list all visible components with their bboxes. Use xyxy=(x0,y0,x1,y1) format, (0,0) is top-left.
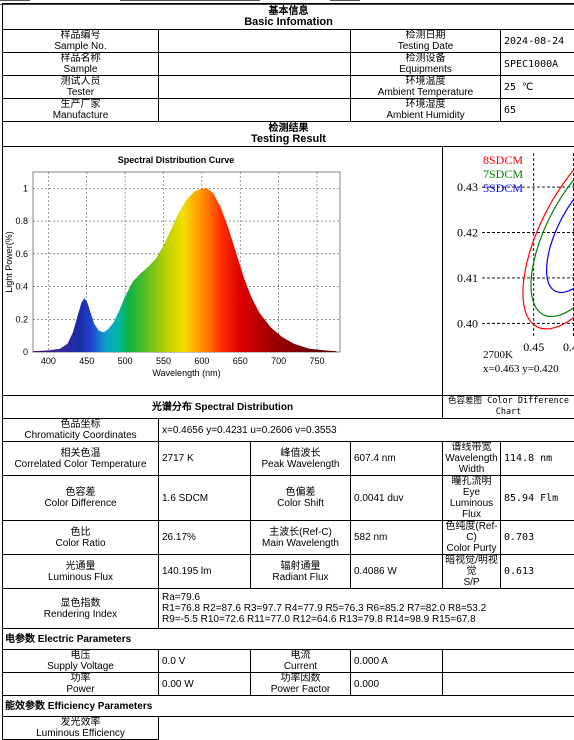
temperature-value: 25 ℃ xyxy=(501,76,574,99)
x-tick-label: 400 xyxy=(41,356,56,366)
y-tick-label: 0.8 xyxy=(15,216,28,226)
x-tick-label: 600 xyxy=(194,356,209,366)
x-tick-label: 700 xyxy=(271,356,286,366)
x-tick-label: 750 xyxy=(309,356,324,366)
electric-section-title: 电参数 Electric Parameters xyxy=(3,629,574,650)
spectral-caption: 光谱分布 Spectral Distribution xyxy=(3,396,443,419)
spectral-chart-cell: Spectral Distribution Curve 400 450 500 550 6… xyxy=(3,147,443,396)
spectral-chart-title: Spectral Distribution Curve xyxy=(118,155,235,165)
x-tick-label: 0.46 xyxy=(563,340,574,354)
y-tick-label: 0.40 xyxy=(457,316,478,330)
y-axis-label: Light Power(%) xyxy=(4,231,14,293)
y-tick-label: 0.43 xyxy=(457,180,478,194)
testing-date-value: 2024-08-24 xyxy=(501,30,574,53)
spectral-distribution-chart: Spectral Distribution Curve 400 450 500 550 6… xyxy=(3,147,349,395)
y-tick-label: 0.2 xyxy=(15,314,28,324)
color-difference-chart: 8SDCM7SDCM5SDCM0.400.410.420.430.450.460… xyxy=(443,147,574,395)
efficiency-section-title: 能效参数 Efficiency Parameters xyxy=(3,696,574,717)
y-tick-label: 0.42 xyxy=(457,226,478,240)
color-difference-chart-cell: 8SDCM7SDCM5SDCM0.400.410.420.430.450.460… xyxy=(443,147,574,396)
legend-item: 7SDCM xyxy=(483,167,523,181)
chromaticity-value: x=0.4656 y=0.4231 u=0.2606 v=0.3553 xyxy=(159,419,574,442)
x-tick-label: 650 xyxy=(233,356,248,366)
x-tick-label: 550 xyxy=(156,356,171,366)
x-tick-label: 450 xyxy=(79,356,94,366)
y-tick-label: 1 xyxy=(23,183,28,193)
y-tick-label: 0.4 xyxy=(15,282,28,292)
cct-annotation: 2700K xyxy=(483,349,513,361)
x-tick-label: 0.45 xyxy=(523,340,544,354)
xy-annotation: x=0.463 y=0.420 xyxy=(483,363,559,375)
y-tick-label: 0.6 xyxy=(15,249,28,259)
y-tick-label: 0 xyxy=(23,347,28,357)
x-axis-label: Wavelength (nm) xyxy=(152,368,220,378)
equipment-value: SPEC1000A xyxy=(501,53,574,76)
y-tick-label: 0.41 xyxy=(457,271,478,285)
color-difference-caption: 色容差图 Color Difference Chart xyxy=(443,396,574,419)
x-tick-label: 500 xyxy=(118,356,133,366)
humidity-value: 65 xyxy=(501,99,574,122)
legend-item: 8SDCM xyxy=(483,153,523,167)
legend-item: 5SDCM xyxy=(483,181,523,195)
